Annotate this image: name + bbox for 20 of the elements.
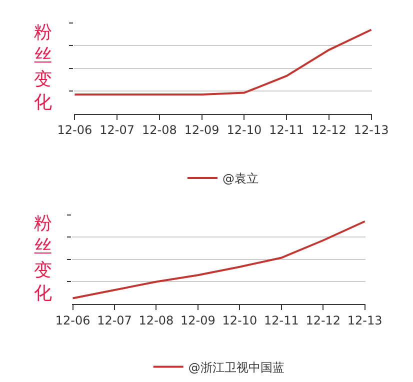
x-tick-label: 12-12 <box>306 313 341 328</box>
x-tick-label: 12-11 <box>269 123 304 138</box>
x-tick-label: 12-10 <box>222 313 258 328</box>
x-tick-label: 12-13 <box>347 313 382 328</box>
x-tick-label: 12-12 <box>311 123 346 138</box>
x-tick-label: 12-08 <box>142 123 177 138</box>
x-tick-label: 12-08 <box>138 313 174 328</box>
x-tick-label: 12-07 <box>97 313 132 328</box>
x-tick-label: 12-11 <box>264 313 299 328</box>
x-tick-label: 12-07 <box>100 123 135 138</box>
y-axis-title: 粉丝变化 <box>34 213 52 304</box>
legend-label: @浙江卫视中国蓝 <box>188 360 284 374</box>
legend-label: @袁立 <box>222 172 258 186</box>
x-tick-label: 12-06 <box>57 123 92 138</box>
y-axis-title: 粉丝变化 <box>34 22 52 114</box>
x-tick-label: 12-10 <box>226 123 262 138</box>
x-tick-label: 12-06 <box>55 313 90 328</box>
x-tick-label: 12-13 <box>354 123 389 138</box>
x-tick-label: 12-09 <box>184 123 220 138</box>
x-tick-label: 12-09 <box>180 313 216 328</box>
